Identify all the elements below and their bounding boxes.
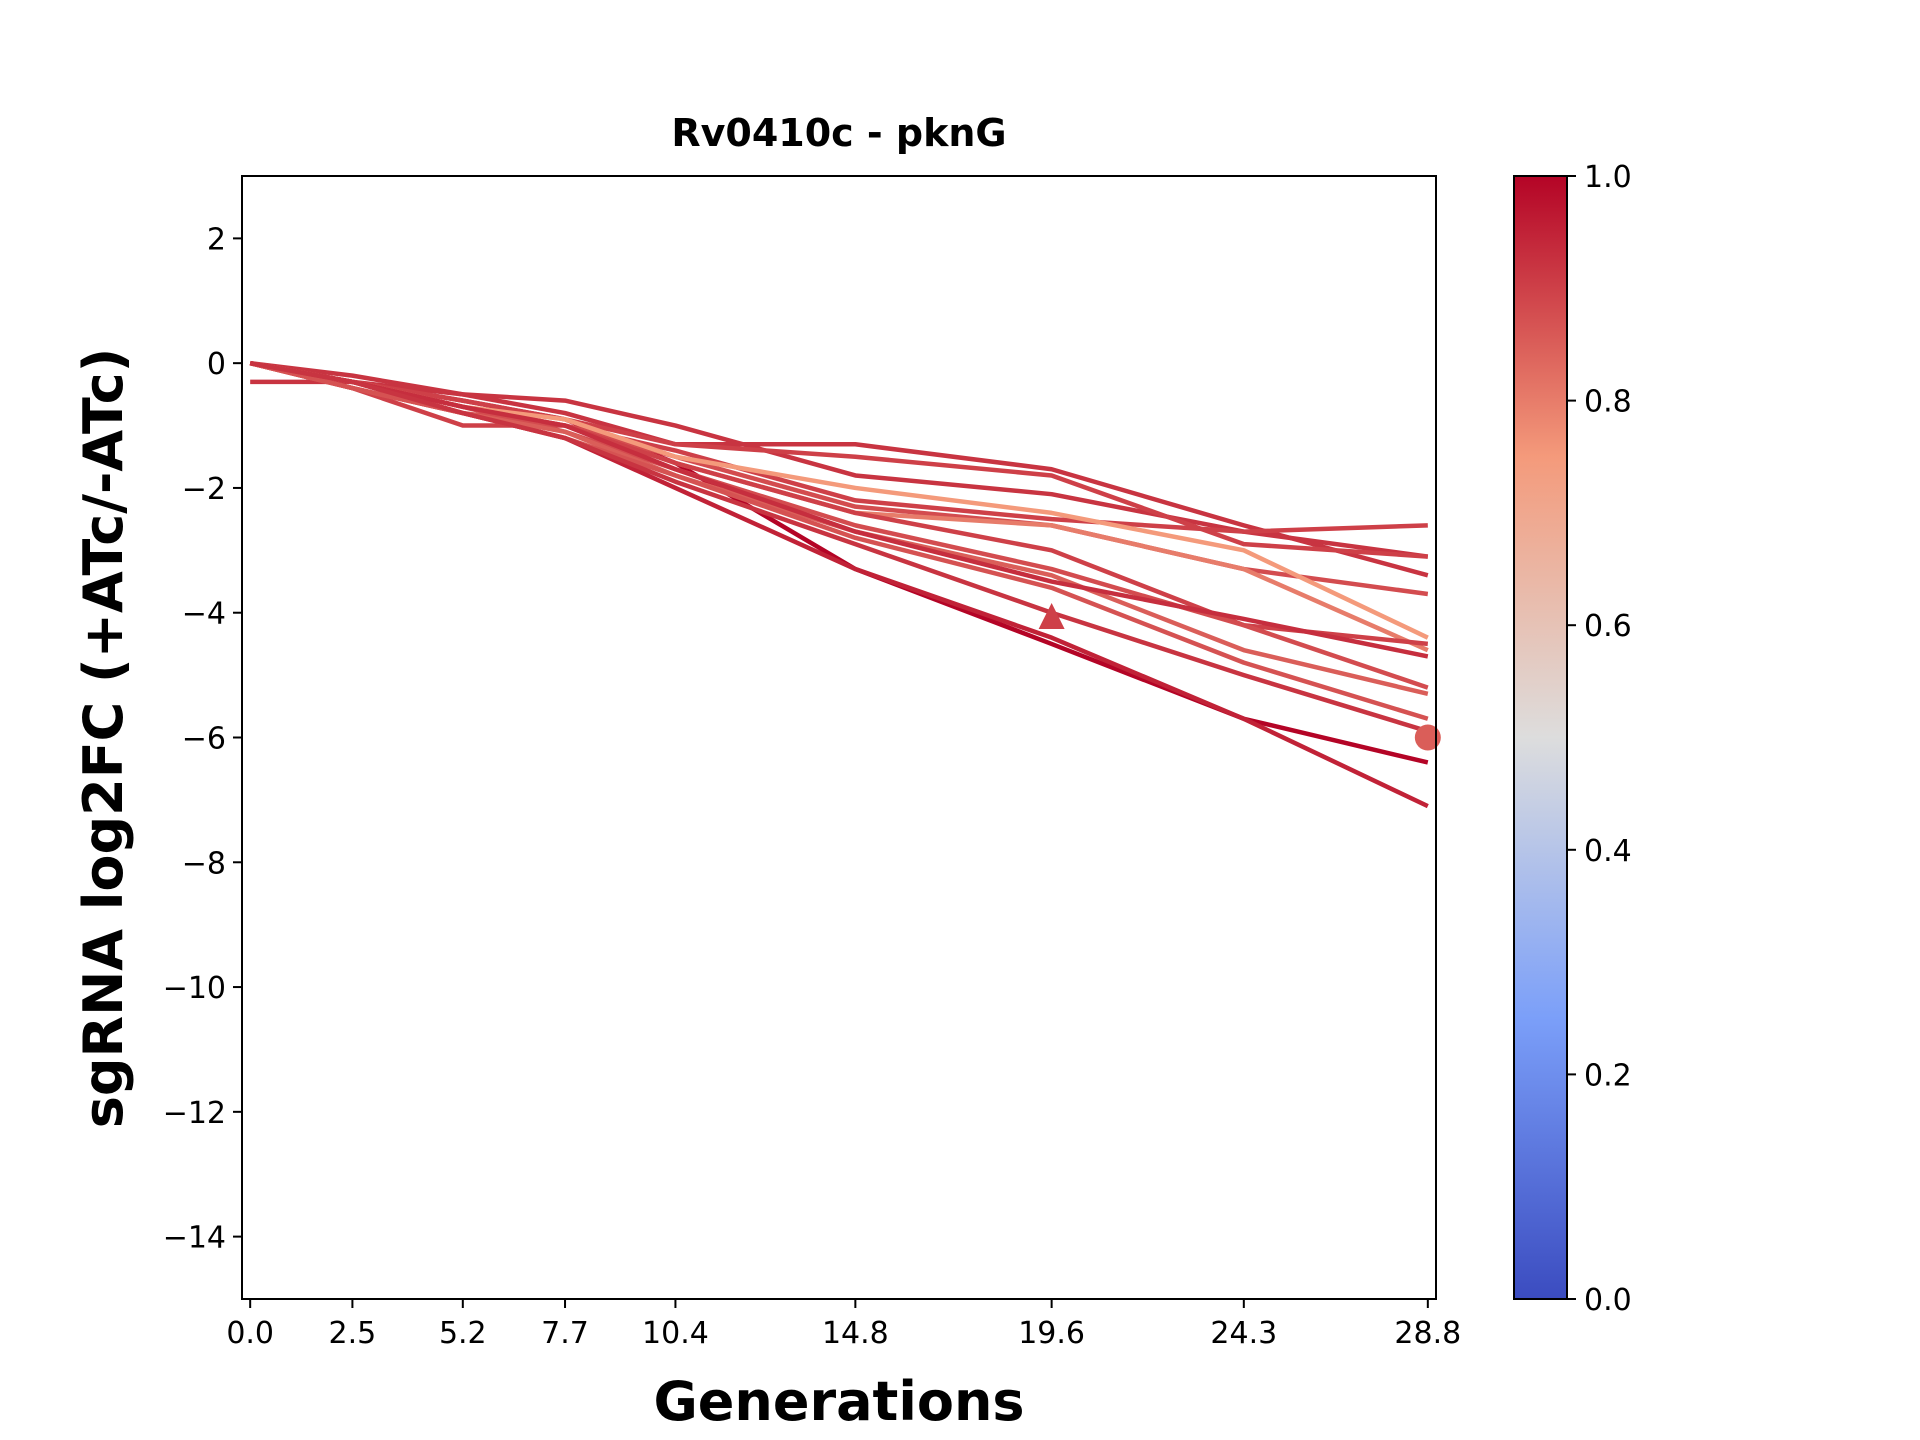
x-tick-label: 19.6 — [1018, 1316, 1085, 1351]
series-line-10 — [249, 360, 1429, 647]
y-axis-label: sgRNA log2FC (+ATc/-ATc) — [72, 348, 135, 1129]
colorbar-axis: 0.0 0.2 0.4 0.6 0.8 1.0 — [1567, 160, 1632, 1318]
chart-title: Rv0410c - pknG — [671, 111, 1006, 155]
x-tick-label: 5.2 — [439, 1316, 487, 1351]
x-tick-label: 7.7 — [541, 1316, 589, 1351]
series-line-13 — [249, 360, 1429, 721]
y-tick-label: 2 — [207, 222, 226, 257]
colorbar-tick-label: 1.0 — [1584, 160, 1632, 195]
x-tick-label: 10.4 — [642, 1316, 709, 1351]
colorbar-tick-label: 0.2 — [1584, 1058, 1632, 1093]
y-tick-label: −8 — [182, 846, 226, 881]
x-tick-label: 28.8 — [1394, 1316, 1461, 1351]
y-tick-label: −4 — [182, 597, 226, 632]
x-axis-label: Generations — [653, 1370, 1024, 1433]
y-tick-label: −10 — [163, 971, 226, 1006]
colorbar-tick-label: 0.8 — [1584, 385, 1632, 420]
triangle-marker — [1038, 602, 1065, 629]
series-lines — [249, 360, 1429, 809]
y-axis: 2 0 −2 −4 −6 −8 −10 −12 −14 — [163, 222, 242, 1256]
x-tick-label: 14.8 — [822, 1316, 889, 1351]
colorbar-tick-label: 0.0 — [1584, 1283, 1632, 1318]
colorbar-tick-label: 0.4 — [1584, 834, 1632, 869]
x-axis: 0.0 2.5 5.2 7.7 10.4 14.8 19.6 24.3 28.8 — [226, 1299, 1461, 1351]
x-tick-label: 2.5 — [329, 1316, 377, 1351]
x-tick-label: 0.0 — [226, 1316, 274, 1351]
plot-frame — [241, 175, 1437, 1300]
y-tick-label: −2 — [182, 472, 226, 507]
x-tick-label: 24.3 — [1210, 1316, 1277, 1351]
series-line-15 — [249, 360, 1429, 734]
y-tick-label: −14 — [163, 1221, 226, 1256]
y-tick-label: −12 — [163, 1096, 226, 1131]
markers — [1038, 602, 1441, 751]
y-tick-label: 0 — [207, 347, 226, 382]
colorbar-tick-label: 0.6 — [1584, 609, 1632, 644]
y-tick-label: −6 — [182, 722, 226, 757]
circle-marker — [1414, 724, 1441, 751]
series-line-2 — [249, 360, 1429, 809]
colorbar — [1513, 175, 1568, 1300]
